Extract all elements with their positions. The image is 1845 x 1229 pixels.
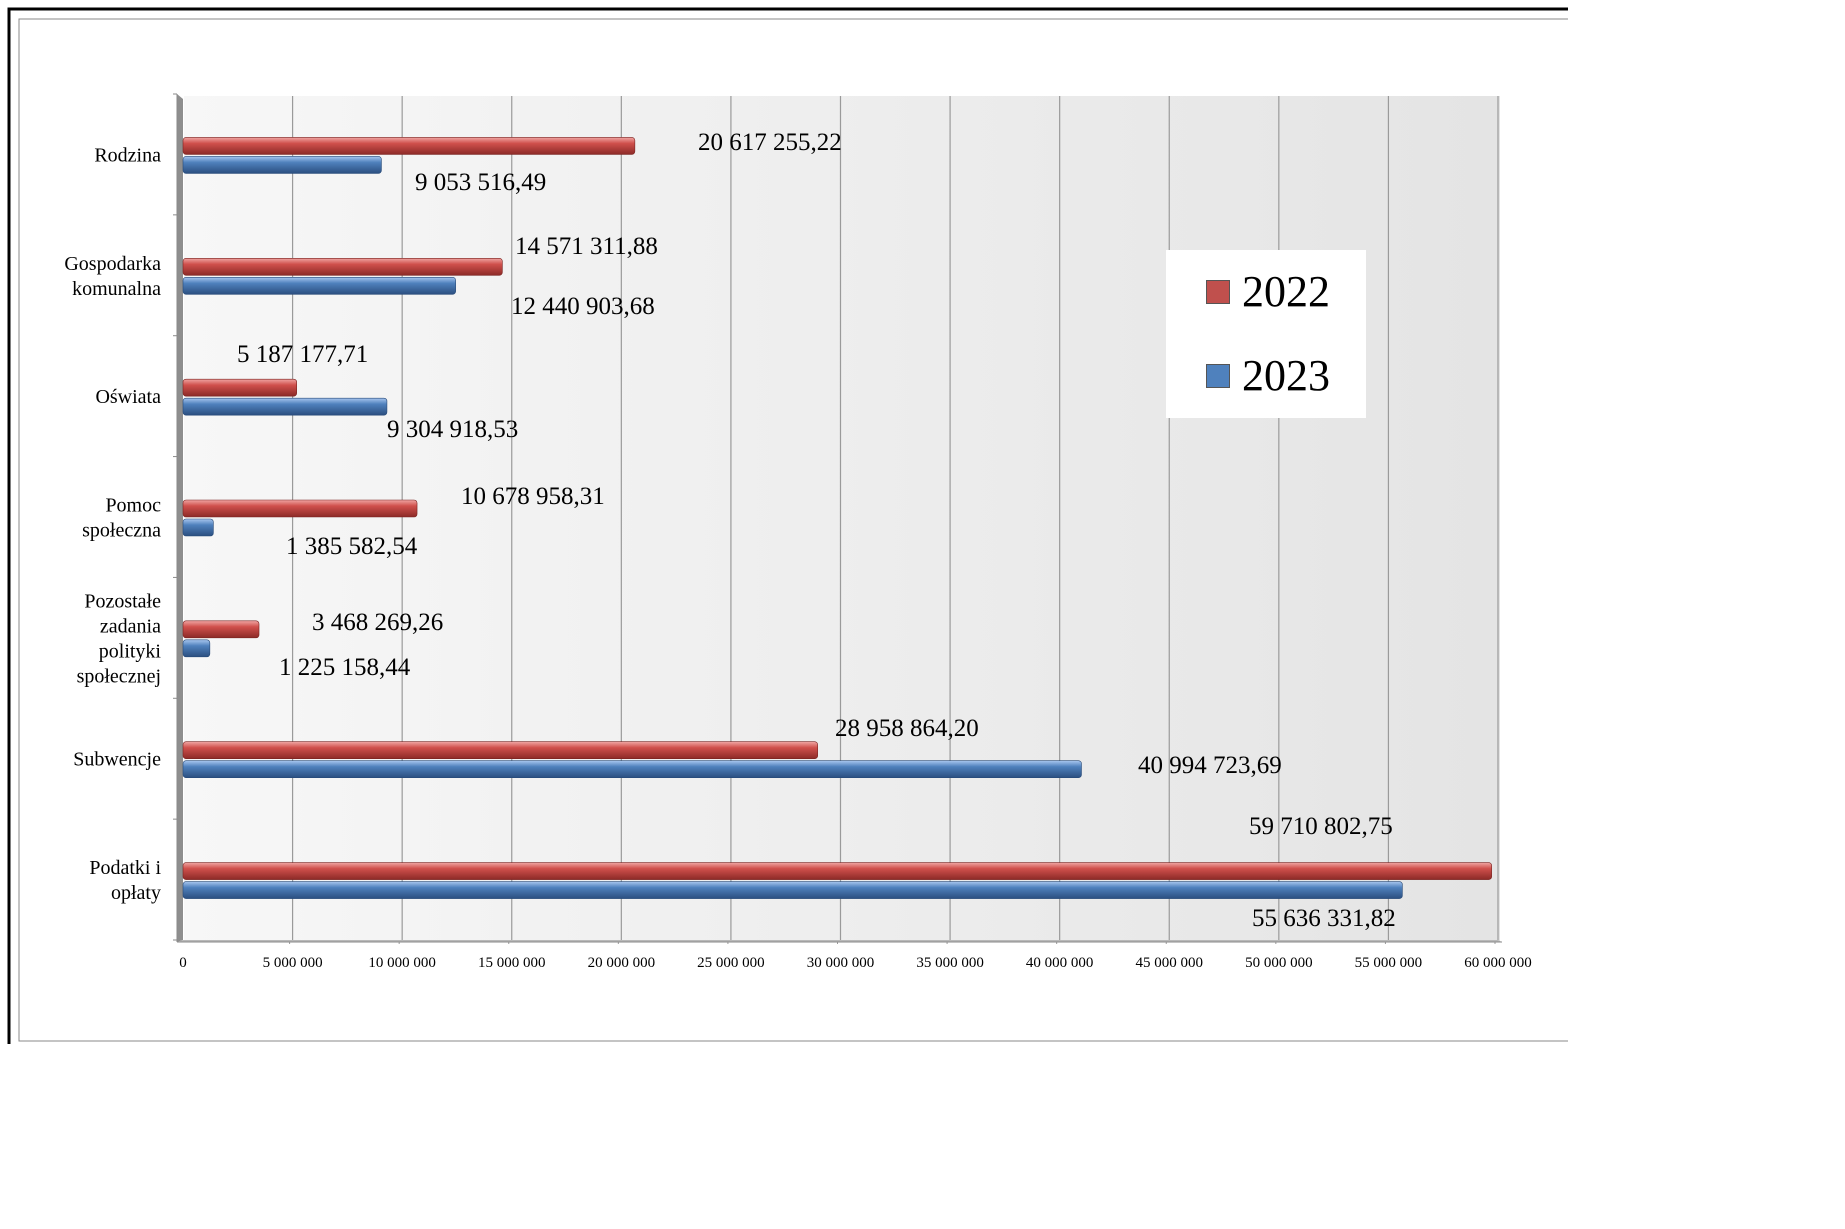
bar-2022-3 — [182, 499, 418, 518]
bar-2022-1 — [182, 257, 503, 276]
category-label-line: Gospodarka — [64, 253, 161, 275]
x-tick-label: 0 — [179, 955, 187, 971]
category-label-line: społeczna — [82, 520, 161, 542]
bar-2023-4 — [182, 639, 211, 658]
bar-2023-1 — [182, 276, 456, 295]
bar-2022-0 — [182, 137, 636, 155]
category-label-line: Podatki i — [89, 857, 161, 879]
category-label-line: opłaty — [111, 882, 161, 904]
bar-2023-5 — [182, 760, 1082, 779]
legend-label-2022: 2022 — [1242, 267, 1330, 316]
category-label-line: Pozostałe — [84, 590, 161, 612]
bars — [182, 137, 1492, 899]
x-tick-label: 35 000 000 — [916, 955, 984, 971]
gridlines — [291, 96, 1499, 940]
x-tick-label: 45 000 000 — [1136, 955, 1204, 971]
category-label-line: Oświata — [95, 386, 161, 408]
category-label-line: Subwencje — [73, 749, 161, 771]
legend-item-2022: 2022 — [1206, 267, 1330, 316]
x-tick-labels: 0 5 000 000 10 000 000 15 000 000 20 000 000… — [179, 955, 1532, 971]
bar-2023-6 — [182, 881, 1403, 899]
x-tick-label: 15 000 000 — [478, 955, 546, 971]
legend-swatch-2023 — [1206, 364, 1230, 388]
x-tick-label: 50 000 000 — [1245, 955, 1313, 971]
data-label-2023-0: 9 053 516,49 — [415, 169, 546, 196]
category-label-line: zadania — [100, 615, 161, 637]
data-label-2022-0: 20 617 255,22 — [698, 129, 842, 156]
data-label-2022-1: 14 571 311,88 — [515, 233, 658, 260]
data-label-2023-6: 55 636 331,82 — [1252, 905, 1396, 932]
data-label-2022-2: 5 187 177,71 — [237, 341, 368, 368]
data-label-2022-5: 28 958 864,20 — [835, 715, 979, 742]
legend-swatch-2022 — [1206, 280, 1230, 304]
plot-wall — [184, 96, 1500, 942]
data-label-2023-5: 40 994 723,69 — [1138, 752, 1282, 779]
inner-border — [18, 18, 1568, 1042]
category-labels: Rodzina Gospodarka komunalna Oświata Pomoc sp… — [64, 144, 161, 904]
data-label-2023-4: 1 225 158,44 — [279, 654, 411, 681]
category-label-line: Rodzina — [94, 144, 161, 166]
x-tick-label: 20 000 000 — [588, 955, 656, 971]
x-tick-label: 25 000 000 — [697, 955, 765, 971]
data-label-2022-4: 3 468 269,26 — [312, 609, 443, 636]
bar-2023-2 — [182, 397, 388, 416]
category-label-line: komunalna — [72, 278, 161, 300]
data-label-2023-1: 12 440 903,68 — [511, 293, 655, 320]
axes — [173, 93, 1502, 944]
bar-2023-0 — [182, 156, 382, 174]
category-label-line: Pomoc — [105, 495, 161, 517]
bar-2022-2 — [182, 378, 297, 397]
bar-2022-4 — [182, 620, 260, 639]
x-tick-label: 5 000 000 — [263, 955, 323, 971]
bar-2022-5 — [182, 741, 818, 760]
data-label-2022-3: 10 678 958,31 — [461, 483, 605, 510]
x-tick-label: 60 000 000 — [1464, 955, 1532, 971]
legend-item-2023: 2023 — [1206, 351, 1330, 400]
chart-frame: 20 617 255,22 9 053 516,49 14 571 311,88 12… — [7, 7, 1568, 1044]
x-tick-label: 55 000 000 — [1355, 955, 1423, 971]
data-label-2022-6: 59 710 802,75 — [1249, 813, 1393, 840]
data-labels: 20 617 255,22 9 053 516,49 14 571 311,88 12… — [237, 129, 1396, 932]
data-label-2023-2: 9 304 918,53 — [387, 416, 518, 443]
category-label-line: społecznej — [77, 665, 161, 687]
legend: 2022 2023 — [1166, 250, 1366, 418]
category-label-line: polityki — [99, 640, 162, 662]
x-tick-label: 40 000 000 — [1026, 955, 1094, 971]
bar-2023-3 — [182, 518, 214, 537]
legend-label-2023: 2023 — [1242, 351, 1330, 400]
bar-2022-6 — [182, 862, 1492, 880]
left-wall — [177, 94, 183, 942]
x-tick-label: 30 000 000 — [807, 955, 875, 971]
data-label-2023-3: 1 385 582,54 — [286, 533, 418, 560]
x-tick-label: 10 000 000 — [368, 955, 436, 971]
